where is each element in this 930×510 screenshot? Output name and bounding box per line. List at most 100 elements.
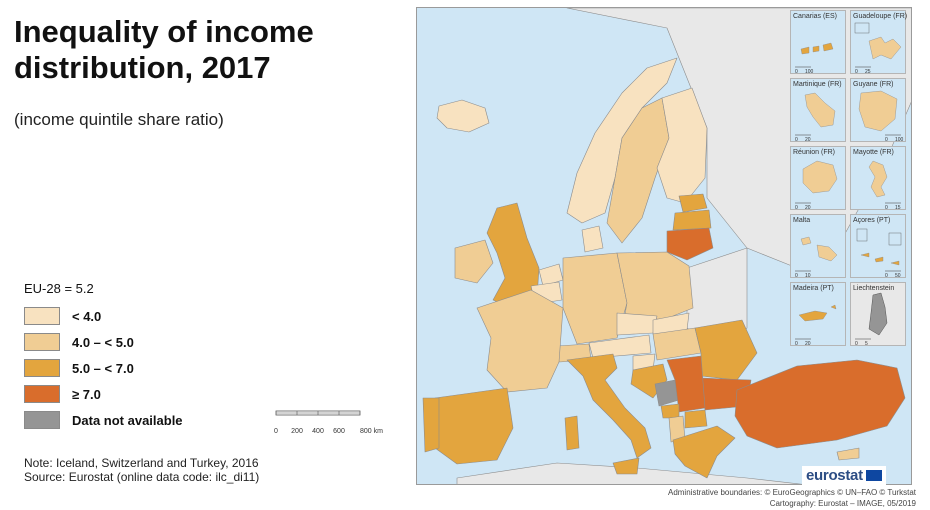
region-greece [672,425,736,479]
inset-mayotte: Mayotte (FR) 0 15 [850,146,906,211]
legend: < 4.0 4.0 – < 5.0 5.0 – < 7.0 ≥ 7.0 Data… [24,303,183,433]
inset-label: Madeira (PT) [793,285,834,292]
legend-swatch [24,333,60,351]
inset-scale-zero: 0 [795,137,798,143]
inset-scale-zero: 0 [885,205,888,211]
inset-scale-value: 20 [805,137,811,143]
legend-item: 4.0 – < 5.0 [24,329,183,355]
legend-label: Data not available [72,412,183,428]
logo-text: eurostat [806,467,863,484]
inset-acores: Açores (PT) 0 50 [850,214,906,279]
europe-map [416,7,912,485]
inset-label: Malta [793,217,811,224]
region-czechia [616,312,658,336]
scale-tick: 600 [333,428,345,435]
region-hungary [652,327,702,361]
map-credits: Administrative boundaries: © EuroGeograp… [668,487,916,509]
inset-label: Guadeloupe (FR) [853,13,908,20]
scale-tick: 800 km [360,428,383,435]
region-romania [694,319,758,381]
region-turkey [734,359,906,449]
region-portugal [422,397,440,453]
inset-label: Canarias (ES) [793,13,837,20]
inset-scale-value: 20 [805,205,811,211]
region-ireland [454,239,494,284]
credits-cartography: Cartography: Eurostat – IMAGE, 05/2019 [769,499,916,508]
inset-map: 0 50 [856,228,902,279]
legend-item: 5.0 – < 7.0 [24,355,183,381]
region-france [476,289,564,393]
inset-scale-value: 100 [805,69,814,75]
legend-swatch [24,411,60,429]
region-italy [566,353,652,459]
legend-label: 4.0 – < 5.0 [72,334,134,350]
inset-map: 0 100 [858,90,904,143]
legend-item: ≥ 7.0 [24,381,183,407]
region-denmark [581,225,604,253]
inset-scale-value: 100 [895,137,904,143]
inset-scale-zero: 0 [855,341,858,347]
inset-scale-zero: 0 [795,273,798,279]
inset-label: Martinique (FR) [793,81,842,88]
inset-scale-zero: 0 [885,273,888,279]
inset-malta: Malta 0 10 [790,214,846,279]
region-lithuania [666,227,714,261]
legend-label: ≥ 7.0 [72,386,101,402]
inset-scale-value: 10 [805,273,811,279]
legend-item: Data not available [24,407,183,433]
region-sardinia [564,415,580,451]
scale-tick: 0 [274,428,278,435]
eu-flag-icon [865,470,882,481]
eu-average-label: EU-28 = 5.2 [24,281,94,296]
legend-label: < 4.0 [72,308,102,324]
inset-label: Mayotte (FR) [853,149,894,156]
inset-guadeloupe: Guadeloupe (FR) 0 25 [850,10,908,75]
region-iceland [436,99,490,133]
inset-scale-value: 15 [895,205,901,211]
inset-canarias: Canarias (ES) 0 100 [790,10,846,75]
inset-scale-zero: 0 [855,69,858,75]
region-serbia [666,355,706,413]
region-cyprus [836,447,860,461]
inset-scale-value: 20 [805,341,811,347]
region-sicily [612,457,640,475]
inset-map: 0 15 [868,160,901,211]
region-norway [566,57,678,224]
credits-boundaries: Administrative boundaries: © EuroGeograp… [667,488,916,497]
inset-scale-value: 50 [895,273,901,279]
inset-liechtenstein: Liechtenstein 0 5 [850,282,906,347]
legend-swatch [24,385,60,403]
eurostat-logo: eurostat [802,466,886,485]
legend-swatch [24,307,60,325]
inset-scale-zero: 0 [885,137,888,143]
inset-reunion: Réunion (FR) 0 20 [790,146,846,211]
inset-map: 0 100 [795,42,834,75]
region-poland [616,251,694,321]
region-estonia [678,193,708,213]
legend-swatch [24,359,60,377]
inset-scale-zero: 0 [795,69,798,75]
region-montenegro [660,403,680,419]
region-austria [588,334,652,359]
inset-label: Guyane (FR) [853,81,894,88]
region-north-macedonia [684,409,708,429]
page-title: Inequality of income distribution, 2017 [14,14,314,85]
inset-label: Açores (PT) [853,217,891,224]
inset-map: 0 20 [795,160,838,211]
note-line: Note: Iceland, Switzerland and Turkey, 2… [24,456,259,470]
region-spain [434,387,514,465]
inset-scale-zero: 0 [795,205,798,211]
inset-scale-value: 5 [865,341,868,347]
inset-map: 0 25 [854,22,902,75]
inset-label: Réunion (FR) [793,149,836,156]
legend-label: 5.0 – < 7.0 [72,360,134,376]
region-latvia [672,209,712,231]
inset-scale-zero: 0 [795,341,798,347]
source-note: Note: Iceland, Switzerland and Turkey, 2… [24,456,259,484]
inset-map: 0 10 [795,236,838,279]
scale-bar: 0 200 400 600 800 km [274,410,383,435]
inset-guyane: Guyane (FR) 0 100 [850,78,906,143]
scale-tick: 200 [291,428,303,435]
inset-label: Liechtenstein [853,285,895,292]
scale-tick: 400 [312,428,324,435]
